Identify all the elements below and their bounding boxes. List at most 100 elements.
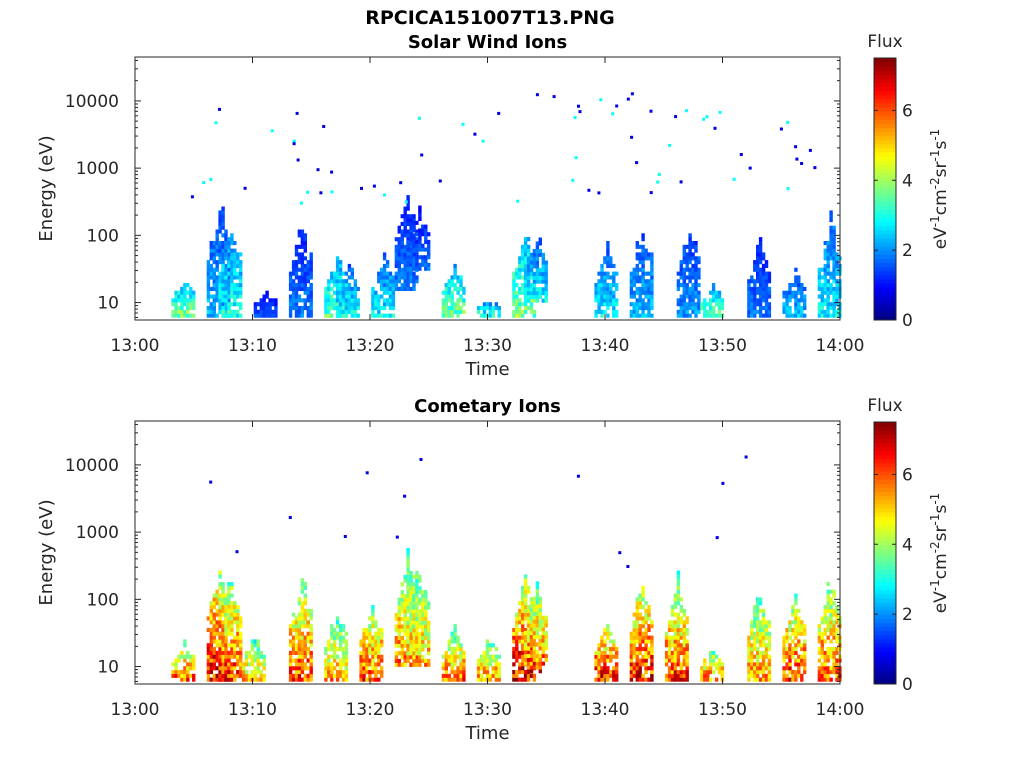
- flux-cell: [529, 597, 534, 602]
- flux-cell: [521, 589, 525, 594]
- flux-cell: [347, 286, 352, 291]
- flux-cell: [711, 662, 716, 667]
- scatter-point: [626, 97, 630, 101]
- flux-cell: [817, 650, 822, 655]
- flux-cell: [697, 256, 701, 261]
- flux-cell: [538, 249, 542, 254]
- flux-cell: [670, 662, 675, 667]
- flux-cell: [823, 302, 827, 307]
- flux-cell: [403, 214, 407, 219]
- flux-cell: [380, 275, 384, 280]
- flux-cell: [406, 628, 410, 633]
- flux-cell: [515, 639, 519, 644]
- flux-cell: [330, 286, 334, 291]
- flux-cell: [244, 654, 249, 659]
- colorbar-swatch: [874, 540, 896, 546]
- flux-cell: [526, 298, 531, 303]
- flux-cell: [327, 670, 331, 675]
- flux-cell: [650, 662, 654, 667]
- flux-cell: [400, 260, 404, 265]
- flux-cell: [230, 286, 234, 291]
- data-marks: [171, 455, 842, 682]
- flux-cell: [638, 658, 642, 663]
- scatter-point: [615, 104, 619, 108]
- flux-cell: [421, 613, 425, 618]
- flux-cell: [679, 605, 683, 610]
- flux-cell: [397, 601, 401, 606]
- flux-cell: [427, 605, 431, 610]
- flux-cell: [688, 260, 692, 265]
- flux-cell: [767, 635, 772, 640]
- flux-cell: [359, 662, 363, 667]
- flux-cell: [444, 286, 448, 291]
- flux-cell: [192, 290, 196, 295]
- flux-cell: [685, 309, 689, 314]
- flux-cell: [826, 286, 830, 291]
- flux-cell: [785, 666, 789, 671]
- flux-cell: [758, 290, 763, 295]
- flux-cell: [300, 271, 305, 276]
- flux-cell: [670, 612, 675, 617]
- flux-cell: [756, 673, 760, 678]
- flux-cell: [415, 643, 419, 648]
- flux-cell: [412, 609, 416, 614]
- flux-cell: [526, 627, 531, 632]
- flux-cell: [515, 627, 519, 632]
- flux-cell: [629, 313, 634, 318]
- flux-cell: [832, 601, 836, 606]
- flux-cell: [306, 275, 310, 280]
- flux-cell: [453, 267, 457, 272]
- flux-cell: [491, 313, 495, 318]
- flux-cell: [300, 582, 305, 587]
- colorbar-swatch: [874, 82, 896, 88]
- flux-cell: [221, 252, 225, 257]
- flux-cell: [518, 298, 522, 303]
- flux-cell: [697, 260, 701, 265]
- flux-cell: [673, 601, 678, 606]
- flux-cell: [832, 241, 836, 246]
- flux-cell: [676, 570, 681, 575]
- flux-cell: [817, 627, 822, 632]
- flux-cell: [209, 647, 213, 652]
- flux-cell: [488, 677, 493, 682]
- flux-cell: [767, 673, 772, 678]
- flux-cell: [309, 650, 313, 655]
- flux-cell: [829, 252, 833, 257]
- flux-cell: [444, 302, 448, 307]
- flux-cell: [236, 624, 240, 629]
- colorbar-tick-label: 4: [902, 171, 913, 191]
- flux-cell: [482, 662, 487, 667]
- flux-cell: [406, 609, 410, 614]
- flux-cell: [526, 256, 531, 261]
- flux-cell: [758, 313, 763, 318]
- flux-cell: [221, 294, 225, 299]
- flux-cell: [606, 248, 610, 253]
- flux-cell: [189, 298, 193, 303]
- units-base: cm: [931, 553, 951, 579]
- flux-cell: [518, 666, 522, 671]
- flux-cell: [230, 233, 234, 238]
- flux-cell: [447, 639, 451, 644]
- scatter-point: [713, 126, 717, 130]
- flux-cell: [444, 670, 448, 675]
- flux-cell: [230, 283, 234, 288]
- flux-cell: [538, 638, 542, 643]
- colorbar-tick-label: 2: [902, 605, 913, 625]
- colorbar-swatch: [874, 221, 896, 227]
- flux-cell: [221, 639, 225, 644]
- flux-cell: [535, 608, 540, 613]
- flux-cell: [518, 662, 522, 667]
- flux-cell: [400, 221, 404, 226]
- flux-cell: [641, 654, 645, 659]
- flux-cell: [374, 631, 378, 636]
- flux-cell: [823, 631, 827, 636]
- flux-cell: [309, 627, 313, 632]
- data-burst: [441, 624, 466, 682]
- flux-cell: [788, 643, 792, 648]
- flux-cell: [679, 271, 683, 276]
- flux-cell: [479, 673, 484, 678]
- flux-cell: [368, 647, 372, 652]
- flux-cell: [529, 275, 534, 280]
- flux-cell: [629, 643, 634, 648]
